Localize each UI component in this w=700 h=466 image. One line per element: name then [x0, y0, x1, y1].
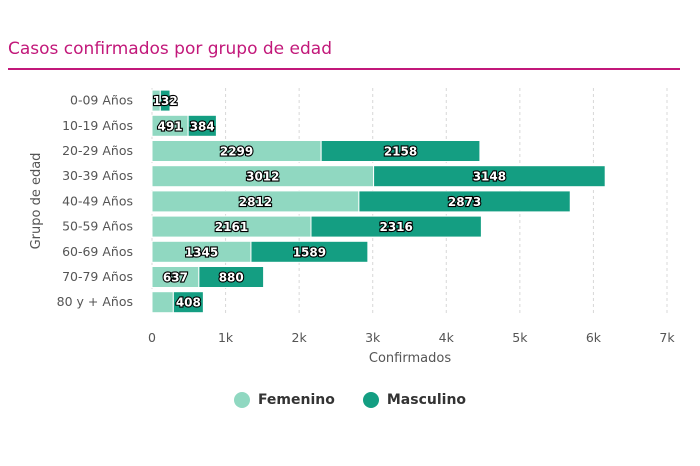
y-tick-label: 40-49 Años: [62, 193, 133, 208]
x-tick-label: 3k: [365, 330, 381, 345]
data-label: 2316: [379, 220, 412, 234]
data-label: 1589: [293, 245, 326, 259]
y-axis-labels: 0-09 Años 10-19 Años 20-29 Años 30-39 Años 4…: [57, 93, 133, 310]
chart-header: Casos confirmados por grupo de edad: [8, 38, 680, 70]
data-label: 1345: [185, 245, 218, 259]
y-tick-label: 10-19 Años: [62, 118, 133, 133]
data-label: 2158: [384, 145, 417, 159]
bar-masculino[interactable]: [373, 165, 606, 188]
legend-item-masculino[interactable]: Masculino: [362, 392, 467, 408]
bar-masculino[interactable]: [187, 114, 217, 137]
bar-femenino[interactable]: [151, 291, 174, 314]
y-tick-label: 50-59 Años: [62, 219, 133, 234]
data-label: 2161: [215, 220, 248, 234]
x-tick-label: 2k: [292, 330, 308, 345]
bar-masculino[interactable]: [172, 291, 204, 314]
x-tick-label: 0: [148, 330, 156, 345]
y-axis-title: Grupo de edad: [29, 153, 44, 250]
x-tick-label: 6k: [586, 330, 602, 345]
bar-chart: 491 384 2299 2158 3012 3148 2812 2873 2161 2316 13…: [29, 88, 675, 366]
bar-masculino[interactable]: [159, 89, 171, 112]
data-label: 408: [176, 296, 201, 310]
y-tick-label: 0-09 Años: [70, 93, 133, 108]
bar-masculino[interactable]: [358, 190, 571, 213]
title-divider: [8, 68, 680, 70]
bar-masculino[interactable]: [320, 140, 481, 162]
y-tick-label: 30-39 Años: [62, 168, 133, 183]
x-axis-labels: 0 1k 2k 3k 4k 5k 6k 7k: [148, 330, 675, 345]
bar-masculino[interactable]: [198, 266, 265, 288]
bar-masculino[interactable]: [310, 215, 482, 238]
y-tick-label: 70-79 Años: [62, 269, 133, 284]
y-tick-label: 20-29 Años: [62, 143, 133, 158]
legend-swatch-femenino: [233, 392, 250, 408]
bars: 491 384 2299 2158 3012 3148 2812 2873 2161 2316 13…: [151, 89, 606, 314]
data-label: 2873: [448, 195, 481, 209]
data-label: 384: [190, 119, 215, 133]
legend-item-femenino[interactable]: Femenino: [233, 392, 335, 408]
x-tick-label: 7k: [659, 330, 675, 345]
data-label: 3012: [246, 170, 279, 184]
x-tick-label: 4k: [439, 330, 455, 345]
bar-masculino[interactable]: [250, 240, 369, 263]
data-label: 3148: [473, 170, 506, 184]
data-label: 880: [219, 271, 244, 285]
data-label: 637: [163, 271, 188, 285]
data-label: 2299: [220, 145, 253, 159]
y-tick-label: 60-69 Años: [62, 244, 133, 259]
legend: Femenino Masculino: [0, 392, 700, 408]
chart-title: Casos confirmados por grupo de edad: [8, 39, 333, 59]
x-tick-label: 5k: [512, 330, 528, 345]
y-tick-label: 80 y + Años: [57, 294, 133, 309]
data-label: 491: [158, 119, 183, 133]
data-label: 2812: [239, 195, 272, 209]
x-tick-label: 1k: [218, 330, 234, 345]
legend-label-masculino: Masculino: [386, 392, 467, 408]
legend-label-femenino: Femenino: [257, 392, 335, 408]
legend-swatch-masculino: [362, 392, 379, 408]
x-axis-title: Confirmados: [369, 351, 451, 366]
data-label: 132: [153, 94, 178, 108]
